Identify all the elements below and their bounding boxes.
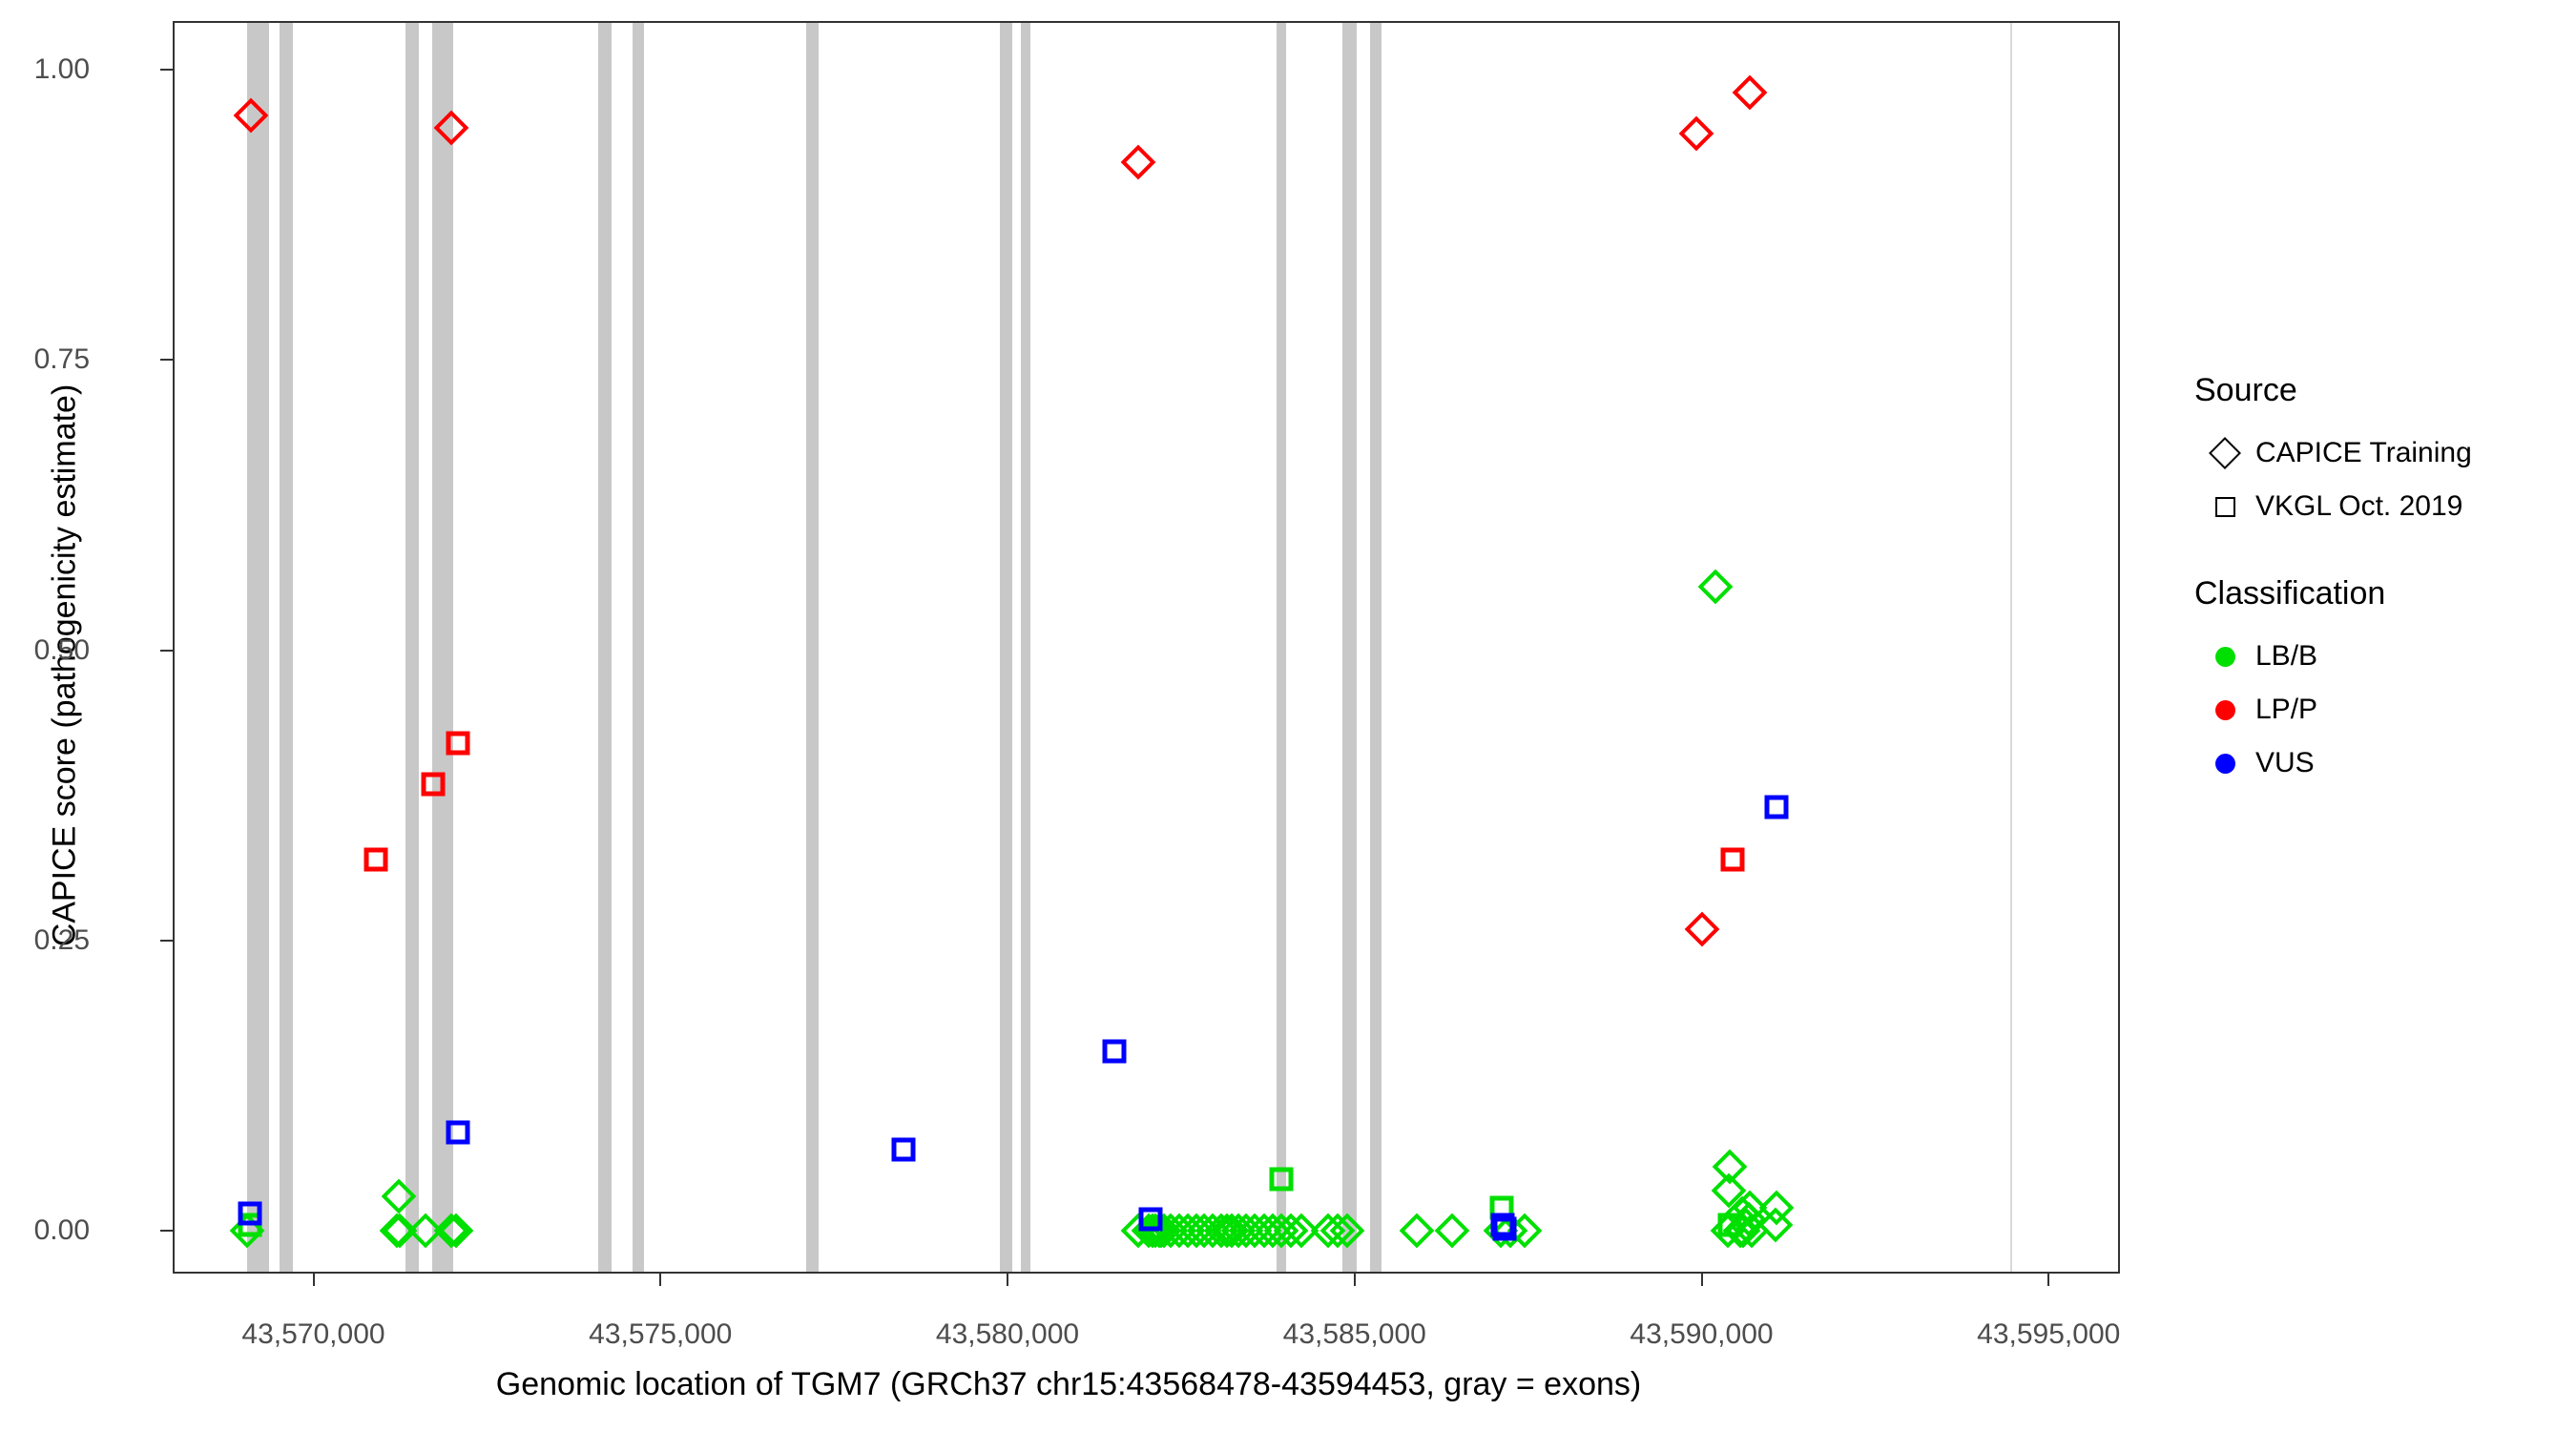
data-point-lp-p (1120, 144, 1156, 180)
diamond-icon (2209, 437, 2241, 469)
y-tick-label: 0.50 (33, 633, 90, 666)
exon-band (246, 23, 269, 1272)
data-point-vus (1102, 1039, 1127, 1064)
plot-panel (173, 21, 2120, 1274)
x-tick-label: 43,590,000 (1630, 1318, 1774, 1350)
x-tick-mark (1700, 1274, 1703, 1286)
exon-band (1370, 23, 1382, 1272)
data-point-lp-p (446, 731, 470, 756)
data-point-vus (1492, 1216, 1517, 1241)
legend-title-classification: Classification (2194, 575, 2386, 612)
color-dot-icon (2214, 646, 2235, 667)
legend-key (2194, 753, 2255, 774)
x-tick-mark (312, 1274, 315, 1286)
legend-item-source[interactable]: VKGL Oct. 2019 (2194, 480, 2557, 533)
color-dot-icon (2214, 699, 2235, 720)
exon-band (1342, 23, 1357, 1272)
data-point-vus (1138, 1207, 1163, 1232)
data-point-lb-b (1717, 1213, 1742, 1237)
data-point-lp-p (1733, 74, 1768, 111)
legend-title-source: Source (2194, 372, 2297, 408)
legend: Source CAPICE Training VKGL Oct. 2019 Cla… (2194, 372, 2557, 832)
y-tick-label: 1.00 (33, 52, 90, 85)
x-tick-mark (2047, 1274, 2050, 1286)
data-point-lb-b (1434, 1213, 1469, 1249)
exon-band (633, 23, 644, 1272)
plot-area (175, 23, 2118, 1272)
y-tick-label: 0.25 (33, 923, 90, 956)
legend-key (2194, 646, 2255, 667)
data-point-lb-b (1399, 1213, 1435, 1249)
x-tick-label: 43,575,000 (589, 1318, 733, 1350)
data-point-lb-b (1269, 1167, 1294, 1192)
y-tick-mark (160, 939, 173, 942)
data-point-lb-b (1697, 569, 1734, 604)
legend-item-classification[interactable]: LB/B (2194, 630, 2557, 683)
x-tick-mark (1007, 1274, 1008, 1286)
legend-key (2194, 437, 2255, 469)
exon-band (597, 23, 613, 1272)
data-point-vus (1764, 795, 1789, 819)
legend-label: CAPICE Training (2255, 437, 2472, 468)
y-tick-label: 0.75 (33, 343, 90, 376)
data-point-vus (238, 1201, 262, 1226)
legend-group-source: Source CAPICE Training VKGL Oct. 2019 (2194, 372, 2557, 533)
data-point-lp-p (1684, 911, 1720, 947)
legend-group-classification: Classification LB/B LP/P VUS (2194, 575, 2557, 790)
y-tick-mark (160, 359, 173, 362)
x-tick-label: 43,595,000 (1977, 1318, 2121, 1350)
exon-band (806, 23, 820, 1272)
x-tick-label: 43,580,000 (935, 1318, 1080, 1350)
exon-band (999, 23, 1013, 1272)
legend-item-source[interactable]: CAPICE Training (2194, 426, 2557, 480)
y-tick-mark (160, 1230, 173, 1233)
data-point-lp-p (1720, 847, 1744, 872)
data-point-vus (446, 1120, 470, 1145)
x-tick-mark (659, 1274, 662, 1286)
exon-band (1020, 23, 1030, 1272)
color-dot-icon (2214, 753, 2235, 774)
x-tick-label: 43,585,000 (1282, 1318, 1426, 1350)
y-tick-label: 0.00 (33, 1214, 90, 1247)
data-point-lp-p (421, 772, 446, 797)
x-tick-label: 43,570,000 (241, 1318, 385, 1350)
legend-key (2194, 699, 2255, 720)
x-tick-mark (1353, 1274, 1356, 1286)
legend-label: LP/P (2255, 694, 2318, 725)
data-point-lb-b (1712, 1150, 1747, 1185)
exon-band (1276, 23, 1287, 1272)
y-tick-mark (160, 649, 173, 652)
legend-key (2194, 496, 2255, 517)
exon-band (279, 23, 293, 1272)
legend-item-classification[interactable]: LP/P (2194, 683, 2557, 736)
data-point-vus (891, 1137, 916, 1162)
legend-label: LB/B (2255, 640, 2318, 672)
exon-band (431, 23, 453, 1272)
exon-band (405, 23, 420, 1272)
legend-item-classification[interactable]: VUS (2194, 736, 2557, 790)
gene-end-marker (2010, 23, 2013, 1272)
x-axis-label: Genomic location of TGM7 (GRCh37 chr15:4… (495, 1366, 1642, 1402)
legend-label: VKGL Oct. 2019 (2255, 490, 2463, 522)
legend-label: VUS (2255, 747, 2315, 778)
square-icon (2214, 496, 2235, 517)
data-point-lp-p (364, 847, 388, 872)
y-tick-mark (160, 68, 173, 71)
data-point-lp-p (1679, 115, 1714, 152)
